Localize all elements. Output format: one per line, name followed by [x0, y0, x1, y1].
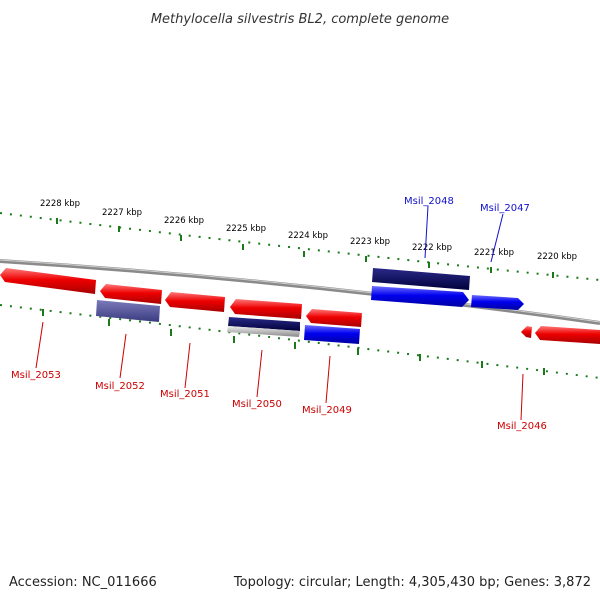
gene-label-msil-2053[interactable]: Msil_2053: [11, 370, 61, 381]
genome-backbone: [0, 259, 600, 325]
accession-text: Accession: NC_011666: [9, 575, 157, 590]
kbp-tick-mark: [428, 262, 430, 268]
kbp-label: 2226 kbp: [164, 216, 204, 226]
kbp-label: 2228 kbp: [40, 199, 80, 209]
kbp-tick-mark: [108, 319, 110, 326]
gene-msil-2046[interactable]: [521, 326, 600, 344]
genome-summary-text: Topology: circular; Length: 4,305,430 bp…: [233, 575, 591, 590]
gene-label-msil-2050[interactable]: Msil_2050: [232, 399, 282, 410]
kbp-tick-mark: [357, 348, 359, 355]
gene-msil-2053[interactable]: [0, 268, 96, 294]
kbp-labels: 2228 kbp 2227 kbp 2226 kbp 2225 kbp 2224…: [40, 199, 577, 262]
kbp-tick-mark: [242, 244, 244, 250]
kbp-label: 2220 kbp: [537, 252, 577, 262]
gene-msil-2052[interactable]: [96, 284, 162, 322]
bottom-gene-labels: Msil_2053 Msil_2052 Msil_2051 Msil_2050 …: [11, 321, 547, 432]
reverse-strand-genes: [0, 268, 600, 344]
kbp-tick-mark: [481, 361, 483, 368]
kbp-tick-mark: [42, 309, 44, 316]
kbp-tick-mark: [552, 272, 554, 278]
upper-scale-track: [0, 212, 600, 281]
top-gene-labels: Msil_2048 Msil_2047: [404, 196, 530, 263]
kbp-tick-mark: [233, 336, 235, 343]
kbp-tick-mark: [419, 354, 421, 361]
gene-label-msil-2046[interactable]: Msil_2046: [497, 421, 547, 432]
forward-strand-genes: [371, 268, 524, 310]
kbp-label: 2222 kbp: [412, 243, 452, 253]
kbp-tick-mark: [365, 256, 367, 262]
gene-msil-2051[interactable]: [165, 292, 225, 312]
kbp-tick-mark: [490, 267, 492, 273]
gene-msil-2048-blue[interactable]: [371, 286, 469, 307]
kbp-tick-mark: [118, 226, 120, 232]
map-title: Methylocella silvestris BL2, complete ge…: [151, 12, 449, 27]
kbp-label: 2227 kbp: [102, 208, 142, 218]
gene-msil-2050[interactable]: [227, 299, 302, 337]
gene-msil-2047[interactable]: [471, 295, 524, 310]
gene-msil-2048[interactable]: [372, 268, 470, 290]
gene-label-msil-2052[interactable]: Msil_2052: [95, 381, 145, 392]
gene-msil-2049[interactable]: [304, 309, 362, 344]
kbp-label: 2223 kbp: [350, 237, 390, 247]
kbp-tick-mark: [303, 251, 305, 257]
gene-label-msil-2049[interactable]: Msil_2049: [302, 405, 352, 416]
lower-scale-track: [0, 304, 600, 379]
kbp-tick-mark: [294, 342, 296, 349]
kbp-tick-mark: [170, 329, 172, 336]
kbp-label: 2221 kbp: [474, 248, 514, 258]
kbp-label: 2224 kbp: [288, 231, 328, 241]
gene-label-msil-2051[interactable]: Msil_2051: [160, 389, 210, 400]
kbp-tick-mark: [180, 235, 182, 241]
gene-label-msil-2048[interactable]: Msil_2048: [404, 196, 454, 207]
kbp-tick-mark: [543, 368, 545, 375]
gene-label-msil-2047[interactable]: Msil_2047: [480, 203, 530, 214]
kbp-label: 2225 kbp: [226, 224, 266, 234]
kbp-tick-mark: [56, 218, 58, 224]
